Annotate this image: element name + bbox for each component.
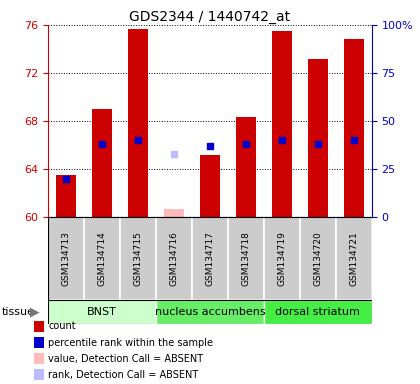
Text: GSM134721: GSM134721 bbox=[349, 231, 358, 286]
Text: ▶: ▶ bbox=[30, 306, 40, 318]
Bar bbox=[84, 217, 120, 300]
Bar bbox=[156, 300, 264, 324]
Text: nucleus accumbens: nucleus accumbens bbox=[155, 307, 265, 317]
Bar bbox=[300, 217, 336, 300]
Text: GSM134719: GSM134719 bbox=[277, 231, 286, 286]
Title: GDS2344 / 1440742_at: GDS2344 / 1440742_at bbox=[129, 10, 291, 24]
Bar bbox=[264, 300, 372, 324]
Text: rank, Detection Call = ABSENT: rank, Detection Call = ABSENT bbox=[48, 370, 199, 380]
Bar bbox=[236, 118, 256, 217]
Text: GSM134713: GSM134713 bbox=[62, 231, 71, 286]
Bar bbox=[272, 31, 292, 217]
Text: GSM134717: GSM134717 bbox=[205, 231, 215, 286]
Text: GSM134715: GSM134715 bbox=[134, 231, 143, 286]
Text: GSM134716: GSM134716 bbox=[170, 231, 178, 286]
Bar bbox=[308, 59, 328, 217]
Bar bbox=[344, 40, 364, 217]
Bar bbox=[120, 217, 156, 300]
Text: BNST: BNST bbox=[87, 307, 117, 317]
Bar bbox=[336, 217, 372, 300]
Text: GSM134714: GSM134714 bbox=[98, 231, 107, 286]
Text: value, Detection Call = ABSENT: value, Detection Call = ABSENT bbox=[48, 354, 203, 364]
Text: GSM134718: GSM134718 bbox=[241, 231, 250, 286]
Text: dorsal striatum: dorsal striatum bbox=[276, 307, 360, 317]
Text: count: count bbox=[48, 321, 76, 331]
Text: GSM134720: GSM134720 bbox=[313, 231, 322, 286]
Bar bbox=[156, 217, 192, 300]
Text: tissue: tissue bbox=[2, 307, 35, 317]
Bar bbox=[56, 175, 76, 217]
Bar bbox=[92, 109, 112, 217]
Bar bbox=[192, 217, 228, 300]
Bar bbox=[48, 217, 84, 300]
Bar bbox=[164, 209, 184, 217]
Bar bbox=[264, 217, 300, 300]
Bar bbox=[128, 28, 148, 217]
Text: percentile rank within the sample: percentile rank within the sample bbox=[48, 338, 213, 348]
Bar bbox=[228, 217, 264, 300]
Bar bbox=[48, 300, 156, 324]
Bar bbox=[200, 155, 220, 217]
